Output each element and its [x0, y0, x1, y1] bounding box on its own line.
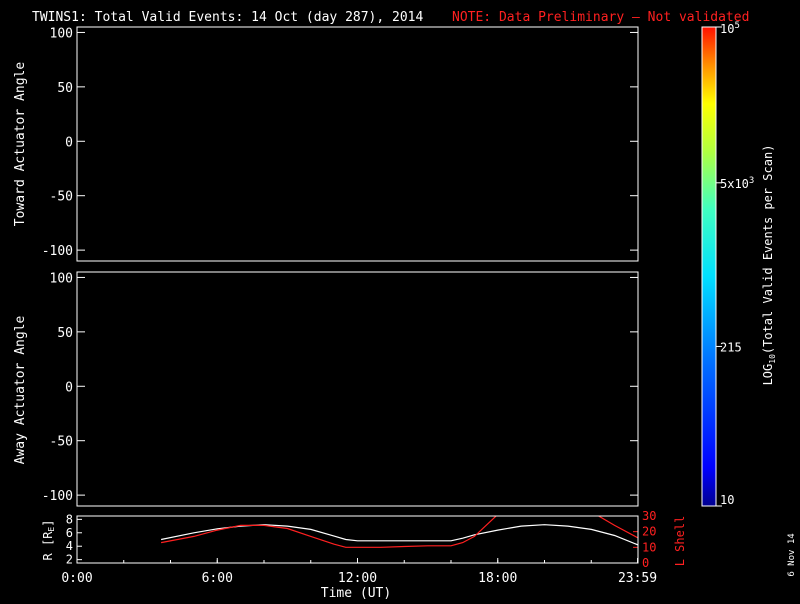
preliminary-note: NOTE: Data Preliminary — Not validated: [452, 10, 749, 25]
toward-ytick-label: -50: [50, 190, 73, 205]
toward-ytick-label: 100: [50, 26, 73, 41]
toward-yticks: 100 50 0 -50 -100: [42, 26, 638, 259]
toward-ylabel: Toward Actuator Angle: [13, 62, 28, 227]
figure-title: TWINS1: Total Valid Events: 14 Oct (day …: [32, 10, 424, 25]
toward-ytick-label: 50: [57, 81, 73, 96]
toward-ytick-label: -100: [42, 244, 73, 259]
toward-heatmap-panel: Toward Actuator Angle 100 50 0 -50 -100: [13, 26, 638, 261]
toward-ytick-label: 0: [65, 135, 73, 150]
